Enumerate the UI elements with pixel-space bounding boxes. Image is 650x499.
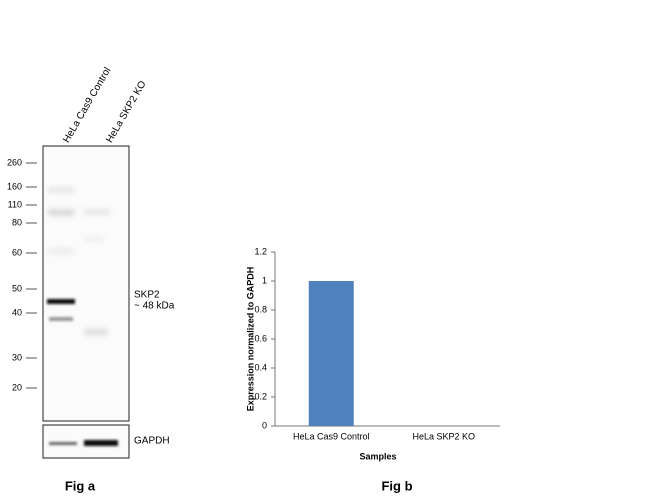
band-size: ~ 48 kDa — [134, 301, 175, 312]
marker-label: 260 — [7, 157, 22, 167]
marker-label: 160 — [7, 181, 22, 191]
lane-label: HeLa SKP2 KO — [104, 79, 148, 145]
marker-label: 80 — [12, 217, 22, 227]
y-tick-label: 1.2 — [254, 246, 267, 256]
lane-label: HeLa Cas9 Control — [61, 66, 113, 145]
bar — [308, 281, 354, 426]
y-tick-label: 0.6 — [254, 333, 267, 343]
marker-label: 20 — [12, 382, 22, 392]
marker-label: 50 — [12, 283, 22, 293]
x-tick-label: HeLa Cas9 Control — [293, 431, 370, 441]
bar-chart: Samples Expression normalized to GAPDH F… — [245, 246, 500, 493]
marker-label: 40 — [12, 307, 22, 317]
caption-a: Fig a — [65, 478, 96, 493]
x-axis-title: Samples — [359, 451, 396, 461]
y-tick-label: 1 — [262, 275, 267, 285]
y-tick-label: 0.4 — [254, 362, 267, 372]
x-tick-label: HeLa SKP2 KO — [412, 431, 475, 441]
marker-label: 30 — [12, 352, 22, 362]
caption-b: Fig b — [381, 478, 412, 493]
y-axis-title: Expression normalized to GAPDH — [245, 267, 255, 412]
y-tick-label: 0.8 — [254, 304, 267, 314]
y-tick-label: 0 — [262, 420, 267, 430]
blot-bands — [47, 188, 118, 446]
marker-label: 110 — [8, 199, 22, 209]
y-tick-label: 0.2 — [254, 391, 267, 401]
blot-panel — [42, 145, 130, 422]
marker-label: 60 — [12, 247, 22, 257]
band-label: SKP2 — [134, 290, 160, 301]
loading-control: GAPDH — [134, 436, 170, 447]
markers: 260 160 110 80 60 50 40 30 20 — [7, 157, 37, 392]
